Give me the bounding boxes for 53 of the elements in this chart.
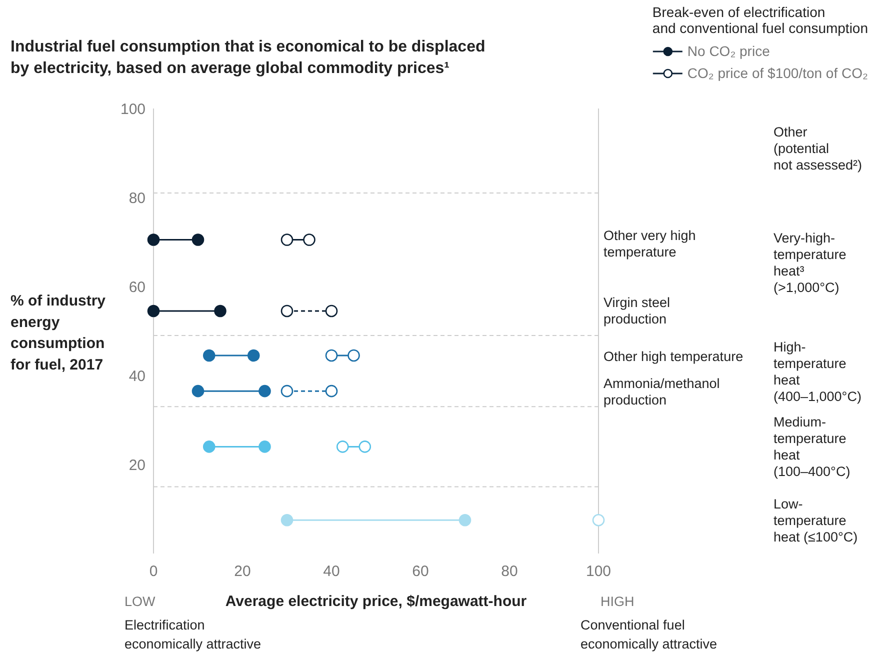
point bbox=[280, 384, 294, 398]
point bbox=[258, 440, 271, 453]
y-tick-label: 80 bbox=[128, 190, 146, 207]
point bbox=[202, 349, 216, 362]
text: Other very high temperature bbox=[604, 228, 696, 260]
y-tick-label: 20 bbox=[128, 457, 146, 474]
point bbox=[202, 440, 216, 453]
point bbox=[247, 349, 260, 362]
text: Low- temperature heat (≤100°C) bbox=[774, 496, 858, 544]
x-tick-label: 20 bbox=[234, 563, 251, 580]
text: Conventional fuel economically attractive bbox=[580, 618, 718, 652]
x-tick-label: 80 bbox=[501, 563, 518, 580]
point bbox=[147, 234, 160, 246]
text: Other (potential not assessed²) bbox=[774, 124, 862, 172]
point bbox=[325, 349, 338, 362]
text: Electrification economically attractive bbox=[124, 618, 262, 652]
point bbox=[147, 304, 160, 318]
x-axis-title: Average electricity price, $/megawatt-hour bbox=[225, 593, 527, 610]
legend-title: Break-even of electrification and conventional fuel consumption bbox=[652, 4, 868, 36]
y-tick-label: 40 bbox=[128, 368, 146, 385]
point bbox=[214, 304, 226, 318]
x-tick-label: 0 bbox=[149, 563, 158, 580]
point bbox=[358, 440, 372, 453]
point bbox=[192, 234, 204, 246]
point bbox=[458, 514, 472, 526]
y-axis-title: % of industry energy consumption for fuel, 2017 bbox=[10, 292, 106, 374]
y-tick-label: 60 bbox=[128, 279, 146, 296]
y-tick-label: 100 bbox=[120, 101, 146, 118]
point bbox=[348, 349, 360, 362]
chart-title: Industrial fuel consumption that is economical to be displaced by electricity, based on average global commodity prices¹ bbox=[10, 38, 486, 77]
point bbox=[336, 440, 349, 453]
point bbox=[280, 304, 294, 318]
point bbox=[325, 304, 338, 318]
text: HIGH bbox=[600, 594, 634, 609]
legend-label: No CO₂ price bbox=[687, 43, 770, 59]
point bbox=[258, 384, 271, 398]
text: Other high temperature bbox=[604, 349, 744, 364]
x-tick-label: 60 bbox=[412, 563, 429, 580]
point bbox=[280, 514, 294, 526]
x-tick-label: 100 bbox=[586, 563, 612, 580]
point bbox=[325, 384, 338, 398]
point bbox=[592, 514, 605, 526]
point bbox=[192, 384, 204, 398]
point bbox=[280, 234, 294, 246]
text: Very-high- temperature heat³ (>1,000°C) bbox=[774, 230, 846, 295]
text: Virgin steel production bbox=[604, 294, 670, 326]
legend-label: CO₂ price of $100/ton of CO₂ bbox=[687, 65, 868, 81]
text: LOW bbox=[124, 594, 156, 609]
x-tick-label: 40 bbox=[323, 563, 340, 580]
text: Medium- temperature heat (100–400°C) bbox=[774, 414, 850, 479]
text: Ammonia/methanol production bbox=[604, 376, 720, 408]
text: High- temperature heat (400–1,000°C) bbox=[774, 339, 862, 404]
point bbox=[303, 234, 316, 246]
